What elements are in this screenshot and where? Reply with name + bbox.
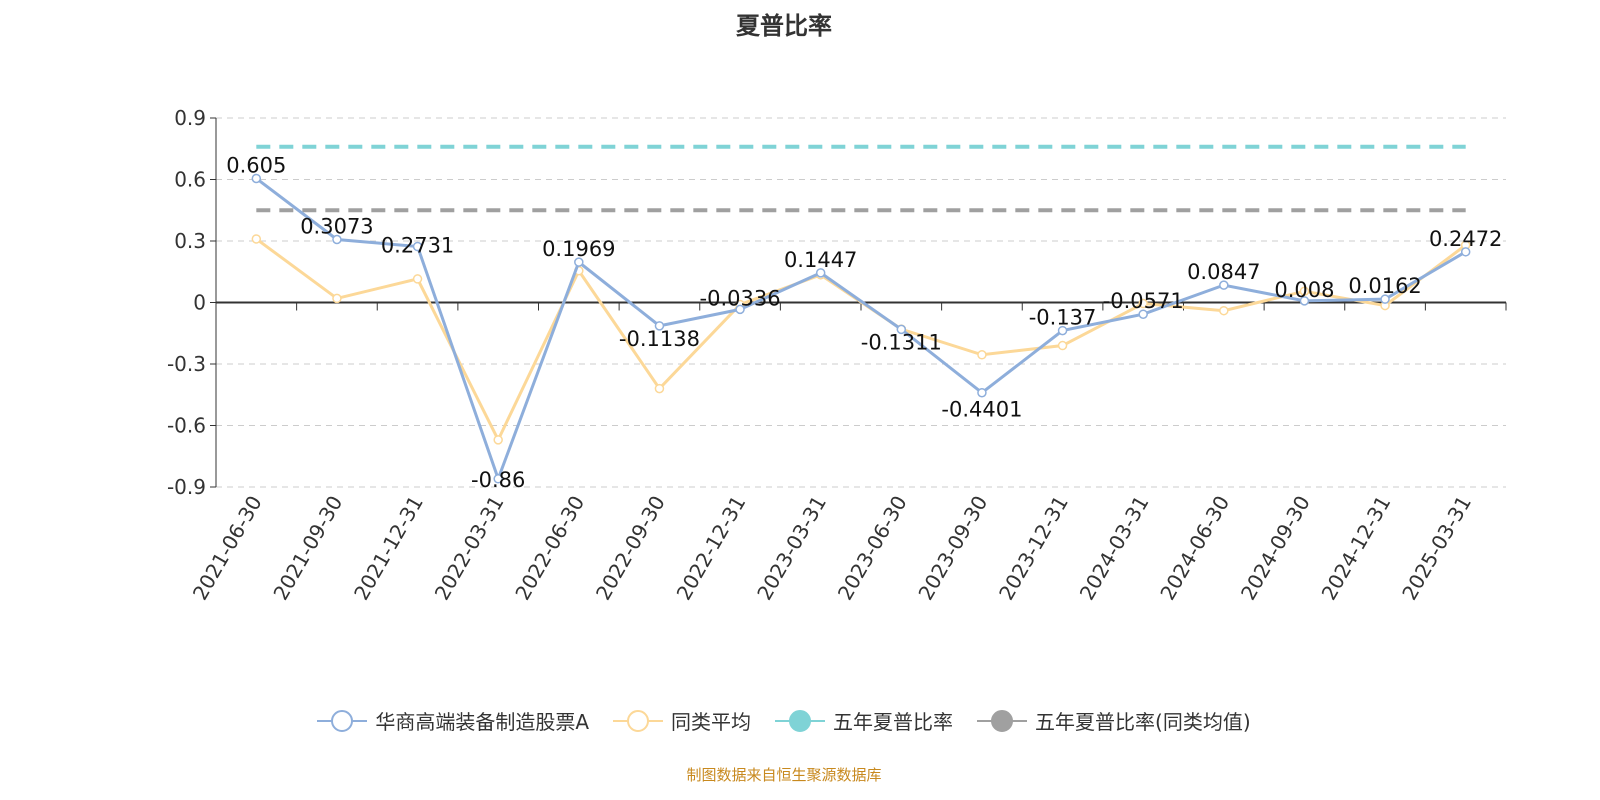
data-point [574,257,584,267]
x-tick-label: 2022-03-31 [430,492,509,605]
y-tick-label: 0.6 [174,168,206,192]
legend-marker-icon [613,709,664,732]
data-label: -0.1138 [619,327,700,351]
x-tick-label: 2023-09-30 [913,492,992,605]
x-tick-label: 2024-12-31 [1316,492,1395,605]
data-point [493,474,503,484]
legend-marker-icon [775,709,826,732]
x-tick-label: 2024-03-31 [1075,492,1154,605]
data-label: 0.2472 [1429,227,1502,251]
data-point [977,350,987,360]
data-label: -0.0336 [700,286,781,310]
legend-label: 五年夏普比率(同类均值) [1035,710,1251,734]
data-label: 0.605 [226,153,286,177]
data-point [412,241,423,252]
data-point [332,293,342,304]
legend-item[interactable]: 华商高端装备制造股票A [317,706,589,735]
x-tick-label: 2021-12-31 [349,492,428,605]
legend-marker-icon [317,709,368,732]
data-point [1299,286,1310,296]
data-point [735,304,745,315]
x-tick-label: 2021-09-30 [268,492,347,605]
x-tick-label: 2023-12-31 [994,492,1073,605]
data-label: 0.008 [1274,278,1334,302]
data-label: 0.2731 [381,234,454,258]
data-point [815,268,826,278]
data-label: 0.3073 [300,215,373,239]
x-tick-label: 2024-06-30 [1155,492,1234,605]
data-label: -0.4401 [941,398,1022,422]
y-tick-label: 0 [193,291,206,315]
data-label: -0.86 [471,468,525,492]
y-tick-label: -0.9 [167,475,206,499]
legend-item[interactable]: 五年夏普比率 [775,706,953,735]
data-point [251,173,262,184]
x-tick-label: 2022-09-30 [591,492,670,605]
data-point [1219,280,1229,290]
data-point [896,324,907,335]
x-tick-label: 2023-03-31 [752,492,831,605]
data-point [251,234,262,244]
data-label: 0.0162 [1348,274,1421,298]
chart-title: 夏普比率 [736,12,832,40]
data-label: -0.0571 [1103,289,1184,313]
data-point [1138,298,1148,309]
x-tick-label: 2022-12-31 [671,492,750,605]
data-point [654,383,665,394]
legend-label: 同类平均 [671,710,752,734]
data-point [1057,325,1068,336]
data-point [977,387,987,398]
data-point [1138,309,1148,319]
legend-marker-icon [977,709,1028,732]
y-tick-label: -0.6 [167,414,206,438]
data-point [1219,305,1229,316]
x-tick-label: 2021-06-30 [188,492,267,605]
y-tick-label: 0.3 [174,229,206,253]
data-point [1057,340,1068,351]
data-label: -0.137 [1029,306,1097,330]
data-point [654,321,665,331]
x-tick-label: 2023-06-30 [833,492,912,605]
x-tick-label: 2022-06-30 [510,492,589,605]
legend-label: 华商高端装备制造股票A [375,710,590,734]
data-point [332,234,342,245]
y-tick-label: 0.9 [174,106,206,130]
series-line [255,177,1467,484]
x-tick-label: 2024-09-30 [1236,492,1315,605]
data-label: -0.1311 [861,330,942,354]
data-point [1299,296,1310,306]
legend-item[interactable]: 五年夏普比率(同类均值) [977,706,1251,735]
data-label: 0.1447 [784,248,857,272]
data-point [493,435,503,445]
footer-source: 制图数据来自恒生聚源数据库 [686,766,882,784]
data-point [1460,247,1471,257]
x-tick-label: 2025-03-31 [1397,492,1476,605]
data-label: 0.1969 [542,237,615,261]
data-point [1380,294,1390,304]
data-label: 0.0847 [1187,260,1260,284]
legend-item[interactable]: 同类平均 [613,706,751,735]
legend: 华商高端装备制造股票A 同类平均 五年夏普比率 五年夏普比率(同类均值) [0,706,1568,735]
legend-label: 五年夏普比率 [833,710,954,734]
data-point [412,274,423,284]
y-tick-label: -0.3 [167,352,206,376]
